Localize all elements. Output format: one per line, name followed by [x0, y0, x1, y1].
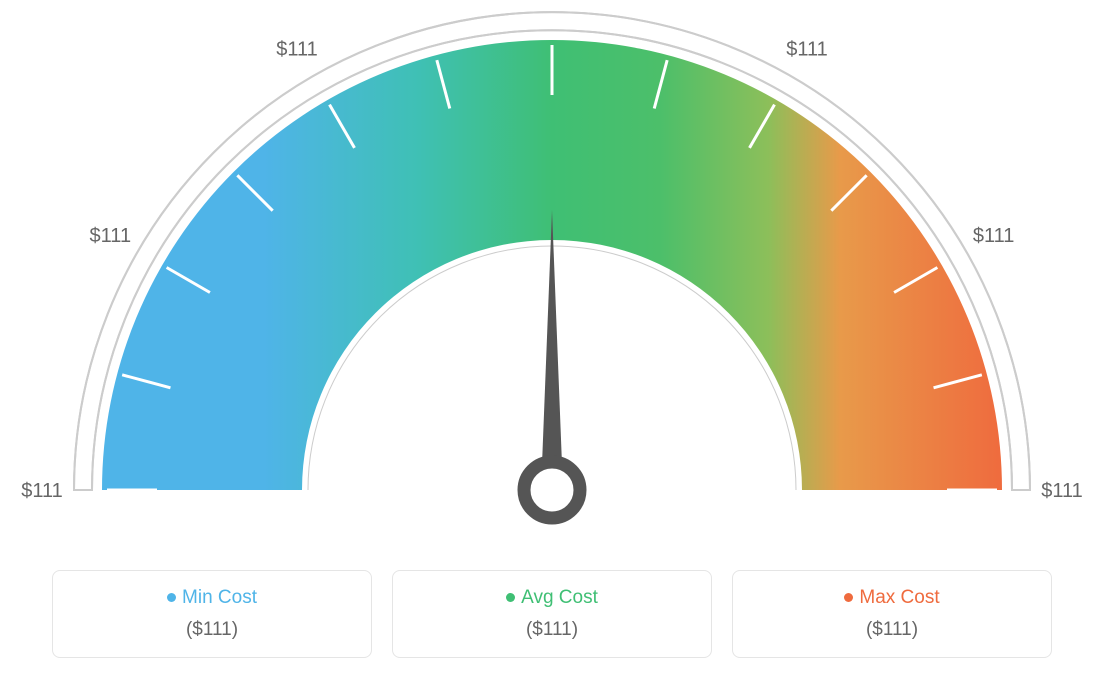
gauge-scale-label: $111 [90, 225, 132, 247]
gauge-chart: $111$111$111$111$111$111$111 [0, 0, 1104, 560]
legend-box-1: Avg Cost ($111) [392, 570, 712, 658]
legend-dot-icon [167, 593, 176, 602]
legend-dot-icon [844, 593, 853, 602]
legend-label: Avg Cost [413, 587, 691, 609]
gauge-scale-label: $111 [786, 38, 828, 60]
legend-label-text: Avg Cost [521, 587, 598, 608]
gauge-scale-label: $111 [276, 38, 318, 60]
legend-box-2: Max Cost ($111) [732, 570, 1052, 658]
legend-label: Max Cost [753, 587, 1031, 609]
legend-row: Min Cost ($111) Avg Cost ($111) Max Cost ($11… [0, 570, 1104, 658]
legend-value: ($111) [413, 619, 691, 641]
legend-box-0: Min Cost ($111) [52, 570, 372, 658]
gauge-hub [524, 462, 580, 518]
gauge-scale-label: $111 [973, 225, 1015, 247]
gauge-needle [541, 210, 563, 490]
legend-value: ($111) [73, 619, 351, 641]
gauge-svg: $111$111$111$111$111$111$111 [0, 0, 1104, 560]
legend-label: Min Cost [73, 587, 351, 609]
legend-value: ($111) [753, 619, 1031, 641]
gauge-scale-label: $111 [1041, 480, 1083, 502]
gauge-scale-label: $111 [21, 480, 63, 502]
legend-label-text: Min Cost [182, 587, 257, 608]
legend-label-text: Max Cost [859, 587, 939, 608]
legend-dot-icon [506, 593, 515, 602]
